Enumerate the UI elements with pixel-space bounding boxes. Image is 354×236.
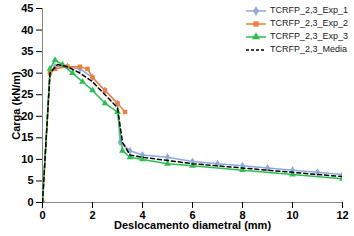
html-text:TCRFP_2,3_Exp_2: TCRFP_2,3_Exp_2: [270, 18, 348, 28]
svg-text:45: 45: [21, 2, 33, 14]
html-text:TCRFP_2,3_Exp_1: TCRFP_2,3_Exp_1: [270, 5, 348, 15]
svg-text:25: 25: [21, 88, 33, 100]
svg-text:Deslocamento diametral (mm): Deslocamento diametral (mm): [114, 219, 271, 231]
svg-text:0: 0: [39, 209, 45, 221]
svg-text:30: 30: [21, 67, 33, 79]
svg-text:10: 10: [21, 153, 33, 165]
svg-text:2: 2: [89, 209, 95, 221]
svg-text:10: 10: [286, 209, 298, 221]
svg-text:40: 40: [21, 24, 33, 36]
svg-text:15: 15: [21, 131, 33, 143]
html-text:TCRFP_2,3_Media: TCRFP_2,3_Media: [270, 44, 347, 54]
svg-text:35: 35: [21, 45, 33, 57]
svg-text:12: 12: [336, 209, 348, 221]
svg-text:6: 6: [189, 209, 196, 222]
svg-text:5: 5: [27, 174, 33, 186]
svg-text:0: 0: [27, 196, 33, 208]
html-text:TCRFP_2,3_Exp_3: TCRFP_2,3_Exp_3: [270, 31, 348, 41]
svg-text:20: 20: [21, 110, 33, 122]
svg-text:8: 8: [239, 209, 246, 222]
svg-text:4: 4: [139, 209, 146, 222]
svg-text:Carga (kN/m): Carga (kN/m): [10, 71, 22, 140]
